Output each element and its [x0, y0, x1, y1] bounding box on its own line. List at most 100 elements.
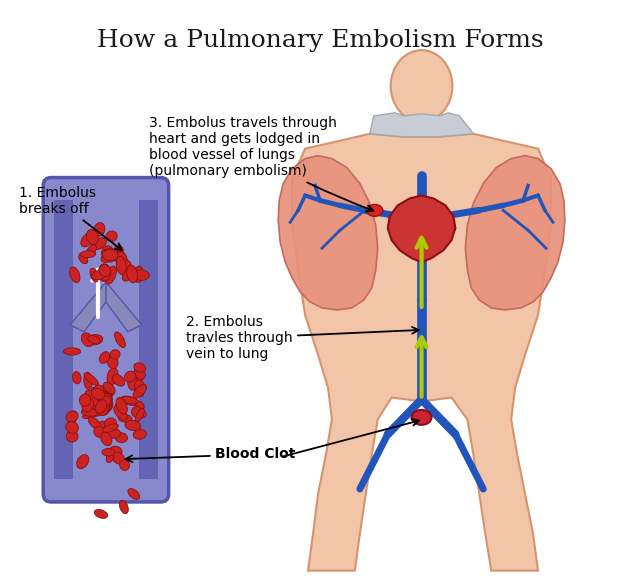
Ellipse shape	[367, 204, 383, 217]
Text: 2. Embolus
travles through
vein to lung: 2. Embolus travles through vein to lung	[186, 315, 419, 361]
Ellipse shape	[104, 428, 121, 438]
Ellipse shape	[99, 405, 109, 415]
Ellipse shape	[110, 350, 120, 359]
Ellipse shape	[66, 431, 78, 442]
Ellipse shape	[120, 500, 128, 514]
Ellipse shape	[81, 233, 94, 247]
Ellipse shape	[82, 398, 94, 412]
Ellipse shape	[115, 397, 125, 414]
Ellipse shape	[92, 387, 103, 400]
Text: 3. Embolus travels through
heart and gets lodged in
blood vessel of lungs
(pulmo: 3. Embolus travels through heart and get…	[148, 116, 373, 211]
Ellipse shape	[91, 395, 103, 407]
Ellipse shape	[100, 392, 112, 406]
Ellipse shape	[85, 390, 98, 406]
Ellipse shape	[115, 245, 124, 256]
Ellipse shape	[92, 270, 106, 280]
Ellipse shape	[125, 371, 136, 382]
Ellipse shape	[93, 391, 109, 401]
Ellipse shape	[135, 408, 145, 422]
Ellipse shape	[107, 368, 118, 385]
Ellipse shape	[116, 252, 127, 267]
Ellipse shape	[109, 446, 122, 456]
Ellipse shape	[103, 402, 111, 413]
Ellipse shape	[106, 452, 114, 463]
Polygon shape	[106, 282, 142, 332]
Ellipse shape	[116, 256, 126, 274]
Ellipse shape	[98, 388, 114, 400]
Ellipse shape	[116, 398, 127, 414]
FancyBboxPatch shape	[44, 178, 169, 502]
Ellipse shape	[122, 269, 132, 281]
Polygon shape	[370, 113, 474, 137]
Ellipse shape	[97, 393, 113, 402]
Ellipse shape	[84, 373, 99, 385]
Ellipse shape	[77, 455, 89, 468]
Ellipse shape	[122, 261, 131, 273]
Ellipse shape	[79, 394, 91, 406]
Ellipse shape	[107, 356, 118, 368]
Ellipse shape	[86, 335, 103, 345]
Text: How a Pulmonary Embolism Forms: How a Pulmonary Embolism Forms	[97, 30, 543, 52]
Ellipse shape	[90, 268, 99, 282]
Ellipse shape	[98, 391, 108, 408]
Ellipse shape	[81, 409, 98, 416]
Ellipse shape	[99, 265, 111, 277]
Ellipse shape	[128, 489, 140, 500]
Ellipse shape	[95, 400, 107, 413]
Ellipse shape	[412, 410, 431, 425]
Ellipse shape	[115, 332, 125, 347]
Ellipse shape	[99, 265, 111, 281]
Ellipse shape	[63, 348, 81, 355]
Ellipse shape	[125, 420, 141, 431]
Ellipse shape	[106, 248, 115, 261]
Ellipse shape	[134, 266, 143, 278]
Ellipse shape	[94, 223, 105, 236]
Ellipse shape	[93, 407, 106, 416]
Ellipse shape	[95, 390, 106, 402]
Ellipse shape	[120, 460, 129, 471]
Ellipse shape	[101, 395, 111, 405]
Ellipse shape	[115, 433, 127, 442]
Ellipse shape	[121, 261, 131, 275]
Ellipse shape	[84, 401, 101, 410]
Ellipse shape	[106, 266, 116, 284]
Ellipse shape	[127, 372, 137, 390]
Ellipse shape	[92, 238, 106, 250]
Ellipse shape	[133, 429, 147, 439]
Text: 1. Embolus
breaks off: 1. Embolus breaks off	[19, 185, 122, 250]
Ellipse shape	[72, 372, 81, 384]
Ellipse shape	[102, 245, 113, 257]
Ellipse shape	[101, 393, 112, 404]
Ellipse shape	[101, 252, 114, 262]
Ellipse shape	[97, 404, 108, 416]
Ellipse shape	[104, 418, 116, 430]
Ellipse shape	[100, 401, 112, 412]
Ellipse shape	[134, 363, 146, 372]
Ellipse shape	[83, 411, 99, 419]
Ellipse shape	[104, 382, 115, 394]
Ellipse shape	[99, 264, 110, 282]
Ellipse shape	[127, 265, 138, 283]
Ellipse shape	[99, 421, 106, 431]
Ellipse shape	[111, 251, 125, 261]
Ellipse shape	[79, 253, 88, 264]
Polygon shape	[278, 156, 378, 310]
Polygon shape	[465, 156, 565, 310]
Ellipse shape	[113, 375, 125, 386]
Ellipse shape	[81, 333, 93, 347]
Polygon shape	[54, 200, 73, 479]
Ellipse shape	[94, 510, 108, 518]
Ellipse shape	[134, 368, 145, 379]
Ellipse shape	[66, 422, 78, 433]
Ellipse shape	[133, 270, 149, 280]
Ellipse shape	[92, 389, 105, 400]
Ellipse shape	[99, 351, 109, 364]
Ellipse shape	[112, 452, 124, 464]
Ellipse shape	[132, 409, 146, 418]
Ellipse shape	[104, 398, 113, 409]
Polygon shape	[388, 196, 456, 262]
Ellipse shape	[118, 415, 132, 422]
Polygon shape	[399, 116, 444, 139]
Polygon shape	[292, 134, 551, 571]
Ellipse shape	[86, 230, 98, 244]
